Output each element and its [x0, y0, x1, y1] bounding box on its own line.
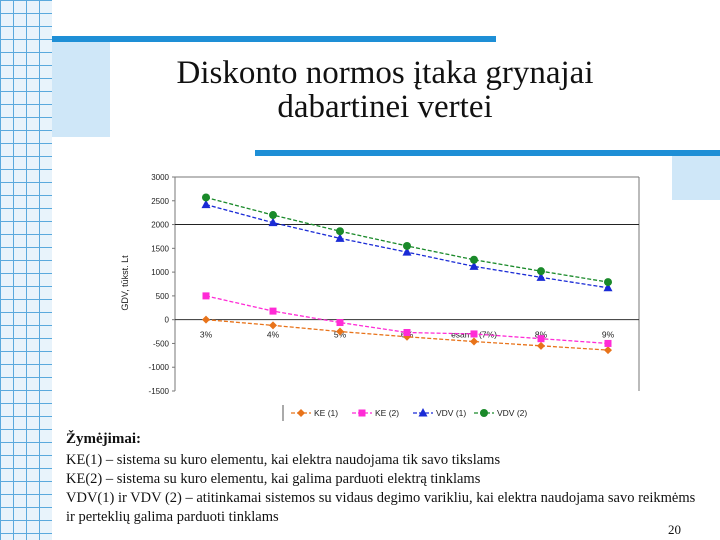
data-point-vdv-1 [335, 233, 345, 242]
data-point-vdv-2 [336, 227, 344, 236]
y-tick-label: 3000 [151, 173, 169, 182]
note-ke2: KE(2) – sistema su kuro elementu, kai ga… [66, 471, 481, 487]
legend-marker-vdv-2 [480, 409, 488, 417]
decorative-grid-strip [0, 0, 52, 540]
data-point-ke-2 [269, 307, 277, 315]
data-point-ke-1 [604, 346, 612, 355]
x-tick-label: 8% [535, 330, 548, 340]
data-point-ke-1 [537, 341, 545, 350]
note-vdv: VDV(1) ir VDV (2) – atitinkamai sistemos… [66, 490, 696, 525]
data-point-ke-1 [336, 327, 344, 336]
data-point-vdv-2 [604, 278, 612, 287]
decorative-box-mid [672, 156, 720, 200]
notes-block: Žymėjimai: KE(1) – sistema su kuro eleme… [66, 430, 706, 527]
data-point-vdv-2 [202, 193, 210, 202]
slide-title: Diskonto normos įtaka grynajai dabartine… [176, 55, 594, 125]
data-point-ke-2 [336, 319, 344, 327]
x-tick-label: 4% [267, 330, 280, 340]
data-point-ke-2 [604, 339, 612, 347]
decorative-box-top [52, 42, 110, 137]
y-tick-label: 1000 [151, 268, 169, 277]
npv-line-chart: GDV, tūkst. Lt 3000 2500 2000 1500 1000 500 0 -… [120, 173, 640, 421]
legend-label-ke-1: KE (1) [314, 408, 338, 418]
chart-legend: KE (1) KE (2) VDV (1) VDV (2) [282, 405, 527, 421]
decorative-bar-mid [255, 150, 720, 156]
y-tick-label: 0 [165, 316, 170, 325]
data-point-ke-2 [470, 330, 478, 338]
x-tick-label: 9% [602, 330, 615, 340]
data-point-vdv-1 [268, 217, 278, 227]
data-point-ke-2 [537, 335, 545, 343]
data-point-vdv-2 [537, 267, 545, 276]
data-point-vdv-2 [269, 211, 277, 220]
y-tick-label: -1000 [149, 363, 170, 372]
y-tick-label: 2000 [151, 221, 169, 230]
data-point-vdv-2 [470, 255, 478, 264]
y-tick-label: 2500 [151, 197, 169, 206]
data-point-vdv-1 [536, 272, 546, 281]
data-point-vdv-2 [403, 241, 411, 250]
y-tick-label: -500 [153, 339, 170, 348]
data-point-vdv-1 [603, 282, 613, 292]
legend-label-vdv-1: VDV (1) [436, 408, 466, 418]
data-point-vdv-1 [402, 247, 412, 256]
y-tick-label: 1500 [151, 244, 169, 253]
y-tick-label: 500 [156, 292, 170, 301]
data-point-vdv-1 [201, 199, 211, 209]
legend-marker-ke-1 [297, 409, 305, 417]
y-axis-label: GDV, tūkst. Lt [120, 255, 130, 311]
x-tick-label: 3% [200, 330, 213, 340]
legend-label-vdv-2: VDV (2) [497, 408, 527, 418]
data-point-ke-1 [470, 337, 478, 346]
data-point-ke-1 [269, 321, 277, 330]
series-line-vdv-2 [205, 196, 609, 283]
data-point-ke-2 [202, 292, 210, 300]
y-tick-label: -1500 [149, 387, 170, 396]
data-point-vdv-1 [469, 261, 479, 270]
legend-label-ke-2: KE (2) [375, 408, 399, 418]
page-number: 20 [668, 522, 681, 537]
decorative-bar-top [52, 36, 496, 42]
notes-header: Žymėjimai: [66, 431, 141, 447]
legend-marker-ke-2 [358, 409, 366, 417]
legend-marker-vdv-1 [418, 408, 428, 417]
note-ke1: KE(1) – sistema su kuro elementu, kai el… [66, 452, 501, 468]
data-point-ke-2 [403, 329, 411, 337]
data-point-ke-1 [202, 315, 210, 324]
